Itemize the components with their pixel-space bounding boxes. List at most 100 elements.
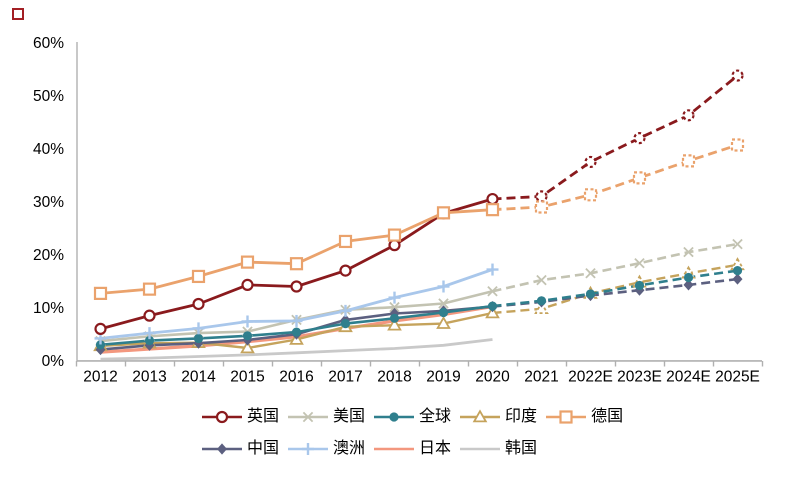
marker-dot — [242, 331, 253, 341]
marker-square — [191, 269, 206, 284]
marker-dot — [536, 296, 547, 306]
legend-label: 德国 — [591, 408, 624, 425]
marker-x — [389, 301, 400, 313]
series-markers-germany — [93, 138, 745, 300]
marker-square — [387, 228, 402, 242]
y-axis-label: 0% — [42, 353, 65, 370]
legend-item-germany: 德国 — [546, 407, 623, 427]
line-dashed-estimate — [492, 74, 739, 201]
y-axis-label: 30% — [33, 194, 64, 211]
marker-diamond — [634, 284, 645, 296]
marker-dot — [340, 319, 351, 329]
marker-circle — [241, 278, 254, 292]
marker-dot — [683, 272, 694, 283]
marker-x — [438, 298, 449, 309]
marker-circle — [535, 190, 548, 203]
marker-square — [559, 410, 573, 424]
chart-legend: 英国 美国 全球 印度 德国 中国 澳洲 日本 韩国 — [202, 407, 623, 459]
x-axis-label: 2012 — [83, 369, 117, 386]
legend-label: 全球 — [419, 408, 452, 425]
marker-dot — [634, 280, 645, 291]
legend-item-india: 印度 — [460, 407, 537, 427]
marker-circle — [192, 297, 205, 311]
legend-label: 日本 — [419, 440, 452, 457]
legend-swatch-global — [374, 412, 415, 422]
cicc-logo-mark — [12, 8, 24, 20]
marker-diamond — [389, 307, 400, 320]
marker-circle — [290, 280, 303, 293]
x-axis-label: 2014 — [181, 369, 216, 386]
legend-swatch-japan — [374, 447, 415, 451]
legend-item-uk: 英国 — [202, 407, 279, 427]
y-axis-label: 40% — [33, 141, 64, 158]
marker-dot — [487, 301, 498, 311]
y-axis-label: 60% — [33, 35, 64, 52]
x-axis-label: 2022E — [568, 369, 613, 386]
marker-diamond — [217, 443, 227, 455]
marker-dot — [193, 333, 204, 344]
marker-square — [142, 282, 157, 296]
series-markers-uk — [94, 69, 744, 335]
marker-x — [536, 274, 547, 286]
marker-square — [289, 257, 304, 271]
legend-swatch-uk — [202, 410, 242, 424]
x-axis-label: 2015 — [230, 369, 264, 386]
marker-dot — [291, 327, 302, 337]
series-markers-australia — [94, 263, 499, 345]
y-axis-label: 50% — [33, 88, 64, 105]
x-axis-label: 2024E — [666, 369, 711, 386]
marker-circle — [584, 155, 597, 169]
x-axis-label: 2016 — [279, 369, 313, 386]
marker-dot — [95, 340, 106, 350]
marker-triangle — [485, 305, 500, 319]
marker-circle — [339, 264, 352, 277]
marker-dot — [389, 313, 400, 323]
marker-diamond — [683, 279, 694, 291]
x-axis-label: 2019 — [426, 369, 460, 386]
legend-item-japan: 日本 — [374, 439, 451, 459]
chart-canvas: 0% 10% 20% 30% 40% 50% 60% 2012 2013 2014 2015 2016… — [33, 35, 764, 386]
legend-label: 中国 — [247, 440, 280, 457]
legend-item-us: 美国 — [288, 407, 365, 427]
marker-square — [93, 286, 108, 300]
legend-label: 印度 — [505, 408, 538, 425]
marker-circle — [682, 109, 695, 122]
legend-swatch-korea — [460, 447, 501, 451]
marker-circle — [215, 410, 229, 424]
marker-dot — [438, 307, 449, 318]
marker-square — [338, 234, 353, 249]
marker-square — [730, 138, 745, 152]
legend-label: 澳洲 — [333, 440, 366, 457]
x-axis-label: 2025E — [715, 369, 760, 386]
marker-square — [583, 188, 598, 202]
legend-label: 英国 — [247, 408, 280, 425]
legend-item-australia: 澳洲 — [288, 439, 365, 459]
marker-triangle — [472, 409, 488, 423]
marker-diamond — [732, 273, 743, 285]
marker-triangle — [240, 340, 255, 354]
line-dashed-estimate — [492, 263, 738, 315]
marker-x — [487, 286, 498, 297]
marker-x — [683, 246, 694, 258]
legend-swatch-china — [202, 443, 242, 455]
marker-triangle — [436, 315, 451, 329]
marker-dot — [732, 266, 743, 276]
marker-dot — [585, 289, 596, 299]
legend-swatch-australia — [288, 443, 329, 455]
line-dashed-estimate — [492, 269, 738, 308]
legend-label: 美国 — [333, 408, 366, 425]
legend-swatch-india — [460, 409, 501, 423]
marker-dot — [389, 412, 399, 422]
marker-x — [302, 411, 314, 423]
y-axis-label: 20% — [33, 247, 64, 264]
line-solid — [100, 338, 493, 361]
marker-square — [240, 255, 255, 269]
marker-circle — [633, 132, 646, 145]
x-axis-label: 2020 — [475, 369, 510, 386]
x-axis-label: 2018 — [377, 369, 411, 386]
marker-square — [632, 171, 647, 185]
marker-circle — [94, 322, 107, 335]
marker-square — [534, 200, 549, 214]
series-markers-global — [95, 266, 743, 350]
